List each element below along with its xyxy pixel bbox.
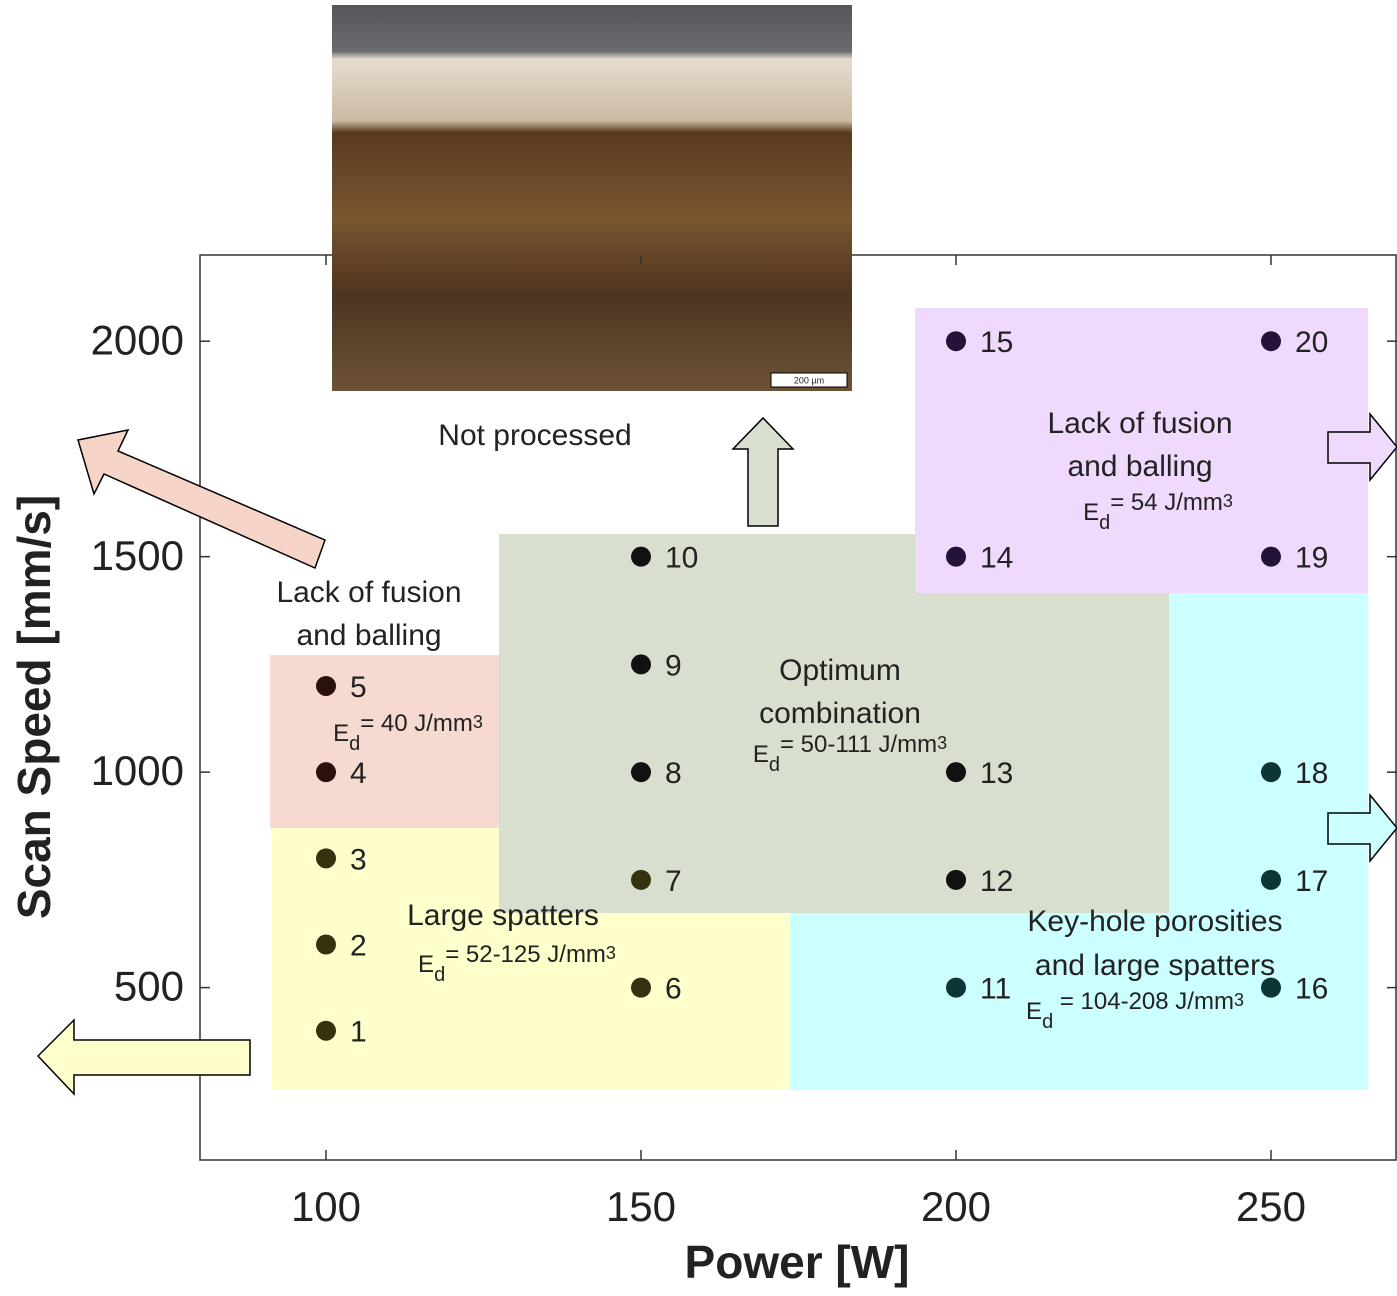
x-tick-label: 150 [606, 1183, 676, 1230]
y-axis-title: Scan Speed [mm/s] [8, 495, 60, 919]
point-label: 14 [980, 542, 1013, 575]
chart: 200 µm Not processed Power [W] Scan Spee… [0, 0, 1397, 1296]
point [1261, 331, 1281, 351]
point-label: 16 [1295, 973, 1328, 1006]
region-energy-part: E [753, 741, 769, 768]
micrograph [332, 5, 852, 391]
point-label: 13 [980, 757, 1013, 790]
region-energy-part: = 40 J/mm [360, 710, 473, 737]
scale-bar-label: 200 µm [794, 375, 824, 385]
point [946, 978, 966, 998]
y-tick-label: 500 [114, 963, 184, 1010]
region-energy-part: = 50-111 J/mm [780, 731, 937, 758]
region-label: Large spatters [407, 899, 599, 932]
point-label: 1 [350, 1016, 367, 1049]
y-tick-label: 2000 [91, 316, 184, 363]
arrow [733, 418, 793, 526]
region-energy-part: E [1026, 998, 1042, 1025]
point [631, 547, 651, 567]
point-label: 5 [350, 671, 367, 704]
region-energy-part: d [434, 964, 445, 986]
point [316, 1021, 336, 1041]
region-label: Lack of fusion [1047, 407, 1232, 440]
point [316, 848, 336, 868]
region-energy-part: 3 [606, 943, 616, 963]
point-label: 2 [350, 929, 367, 962]
region-energy-part: d [349, 733, 360, 755]
region-energy-part: = 54 J/mm [1110, 489, 1223, 516]
point [316, 676, 336, 696]
region-energy-part: d [1099, 512, 1110, 534]
region-energy-part: = 104-208 J/mm [1053, 988, 1234, 1015]
arrow [38, 1020, 250, 1094]
region-energy-part: 3 [1223, 491, 1233, 511]
region-label: combination [759, 697, 921, 730]
point-label: 19 [1295, 542, 1328, 575]
point-label: 4 [350, 757, 367, 790]
point-label: 7 [665, 865, 682, 898]
point-label: 17 [1295, 865, 1328, 898]
point [631, 978, 651, 998]
point [946, 331, 966, 351]
point [946, 870, 966, 890]
point [631, 654, 651, 674]
region-label: Optimum [779, 654, 901, 687]
point [1261, 870, 1281, 890]
region-label: Lack of fusion [276, 576, 461, 609]
point-label: 11 [980, 973, 1011, 1006]
point-label: 6 [665, 973, 682, 1006]
point-label: 10 [665, 542, 698, 575]
x-tick-label: 200 [921, 1183, 991, 1230]
point-label: 12 [980, 865, 1013, 898]
point [946, 547, 966, 567]
region-energy-part: 3 [1234, 990, 1244, 1010]
x-tick-label: 250 [1236, 1183, 1306, 1230]
point-label: 9 [665, 649, 682, 682]
point [1261, 978, 1281, 998]
region-label: and large spatters [1035, 949, 1275, 982]
region-energy-part: 3 [937, 733, 947, 753]
region-label: Key-hole porosities [1027, 905, 1282, 938]
point-label: 8 [665, 757, 682, 790]
y-tick-label: 1000 [91, 747, 184, 794]
region-energy-part: d [769, 754, 780, 776]
region-lof-low [270, 655, 499, 828]
point-label: 3 [350, 843, 367, 876]
point-label: 18 [1295, 757, 1328, 790]
y-tick-label: 1500 [91, 532, 184, 579]
point [946, 762, 966, 782]
point-label: 20 [1295, 326, 1328, 359]
region-energy-part: E [1083, 499, 1099, 526]
region-energy-part: E [333, 720, 349, 747]
point [631, 870, 651, 890]
region-energy-part: d [1042, 1011, 1053, 1033]
region-energy-part: = 52-125 J/mm [445, 941, 606, 968]
region-energy-part: 3 [473, 712, 483, 732]
region-energy-part: E [418, 951, 434, 978]
point [316, 935, 336, 955]
annotation: Not processed [438, 419, 631, 452]
x-axis-title: Power [W] [685, 1236, 910, 1288]
point [631, 762, 651, 782]
x-tick-label: 100 [291, 1183, 361, 1230]
point [1261, 762, 1281, 782]
point [1261, 547, 1281, 567]
region-label: and balling [1067, 450, 1212, 483]
point-label: 15 [980, 326, 1013, 359]
page: 200 µm Not processed Power [W] Scan Spee… [0, 0, 1397, 1296]
region-label: and balling [296, 619, 441, 652]
point [316, 762, 336, 782]
